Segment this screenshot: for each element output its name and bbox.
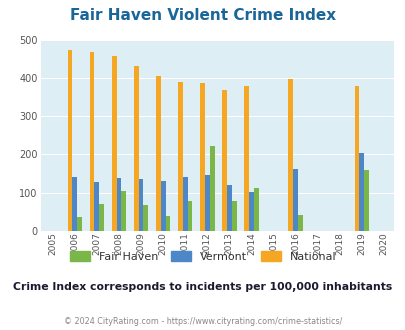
Bar [165,216,170,231]
Bar [99,204,104,231]
Bar [177,82,182,231]
Bar [205,175,209,231]
Bar [209,146,214,231]
Bar [363,170,368,231]
Bar [156,76,160,231]
Bar [121,191,126,231]
Text: Fair Haven Violent Crime Index: Fair Haven Violent Crime Index [70,8,335,23]
Bar [72,178,77,231]
Bar [200,83,205,231]
Bar [160,181,165,231]
Text: © 2024 CityRating.com - https://www.cityrating.com/crime-statistics/: © 2024 CityRating.com - https://www.city… [64,317,341,326]
Bar [143,205,148,231]
Bar [288,79,292,231]
Bar [90,52,94,231]
Bar [182,178,187,231]
Bar [226,185,231,231]
Bar [67,50,72,231]
Bar [133,66,138,231]
Bar [358,152,363,231]
Bar [243,86,248,231]
Bar [116,178,121,231]
Bar [248,192,253,231]
Bar [111,56,116,231]
Bar [222,90,226,231]
Bar [94,182,99,231]
Bar [77,217,82,231]
Bar [253,188,258,231]
Bar [297,214,302,231]
Bar [354,85,358,231]
Text: Crime Index corresponds to incidents per 100,000 inhabitants: Crime Index corresponds to incidents per… [13,282,392,292]
Bar [231,201,236,231]
Bar [292,169,297,231]
Bar [187,201,192,231]
Legend: Fair Haven, Vermont, National: Fair Haven, Vermont, National [70,251,335,262]
Bar [138,179,143,231]
